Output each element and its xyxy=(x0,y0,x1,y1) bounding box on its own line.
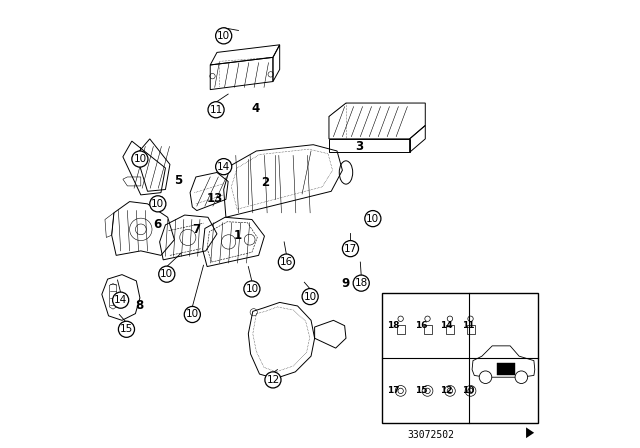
Circle shape xyxy=(216,28,232,44)
Text: 5: 5 xyxy=(174,173,182,187)
Polygon shape xyxy=(497,363,515,375)
Text: 33072502: 33072502 xyxy=(408,431,454,440)
Text: 15: 15 xyxy=(415,386,428,396)
Text: 4: 4 xyxy=(252,102,260,115)
Text: 12: 12 xyxy=(440,386,452,396)
Text: 10: 10 xyxy=(186,310,199,319)
Bar xyxy=(382,293,538,423)
Text: 14: 14 xyxy=(114,295,127,305)
Circle shape xyxy=(216,159,232,175)
Text: 18: 18 xyxy=(355,278,368,288)
Circle shape xyxy=(159,266,175,282)
Circle shape xyxy=(365,211,381,227)
Circle shape xyxy=(353,275,369,291)
Circle shape xyxy=(208,102,224,118)
Text: 10: 10 xyxy=(366,214,380,224)
Circle shape xyxy=(113,292,129,308)
Text: 14: 14 xyxy=(217,162,230,172)
Circle shape xyxy=(515,371,527,383)
Circle shape xyxy=(118,321,134,337)
Circle shape xyxy=(244,281,260,297)
Text: 16: 16 xyxy=(280,257,293,267)
Text: 11: 11 xyxy=(461,321,474,331)
Text: 1: 1 xyxy=(234,228,242,242)
Circle shape xyxy=(479,371,492,383)
Text: 10: 10 xyxy=(133,154,147,164)
Text: 3: 3 xyxy=(355,140,363,154)
Text: 8: 8 xyxy=(136,299,143,312)
Circle shape xyxy=(342,241,358,257)
Text: 10: 10 xyxy=(151,199,164,209)
Bar xyxy=(467,325,475,334)
Text: 18: 18 xyxy=(387,321,400,331)
Bar xyxy=(397,325,405,334)
Circle shape xyxy=(265,372,281,388)
Text: 7: 7 xyxy=(192,223,200,236)
Text: 9: 9 xyxy=(342,276,349,290)
Text: 17: 17 xyxy=(344,244,357,254)
Text: 16: 16 xyxy=(415,321,428,331)
Text: 6: 6 xyxy=(154,218,161,232)
Text: 12: 12 xyxy=(266,375,280,385)
Text: 2: 2 xyxy=(261,176,269,190)
Text: 10: 10 xyxy=(303,292,317,302)
Circle shape xyxy=(278,254,294,270)
Text: 11: 11 xyxy=(209,105,223,115)
Bar xyxy=(446,325,454,334)
Circle shape xyxy=(132,151,148,167)
Text: 10: 10 xyxy=(160,269,173,279)
Polygon shape xyxy=(526,427,534,438)
Circle shape xyxy=(150,196,166,212)
Text: 14: 14 xyxy=(440,321,452,331)
Text: 17: 17 xyxy=(387,386,400,396)
Text: 13: 13 xyxy=(207,191,223,205)
Bar xyxy=(424,325,432,334)
Text: 10: 10 xyxy=(245,284,259,294)
Circle shape xyxy=(184,306,200,323)
Text: 15: 15 xyxy=(120,324,133,334)
Text: 10: 10 xyxy=(217,31,230,41)
Circle shape xyxy=(302,289,318,305)
Text: 10: 10 xyxy=(461,386,474,396)
